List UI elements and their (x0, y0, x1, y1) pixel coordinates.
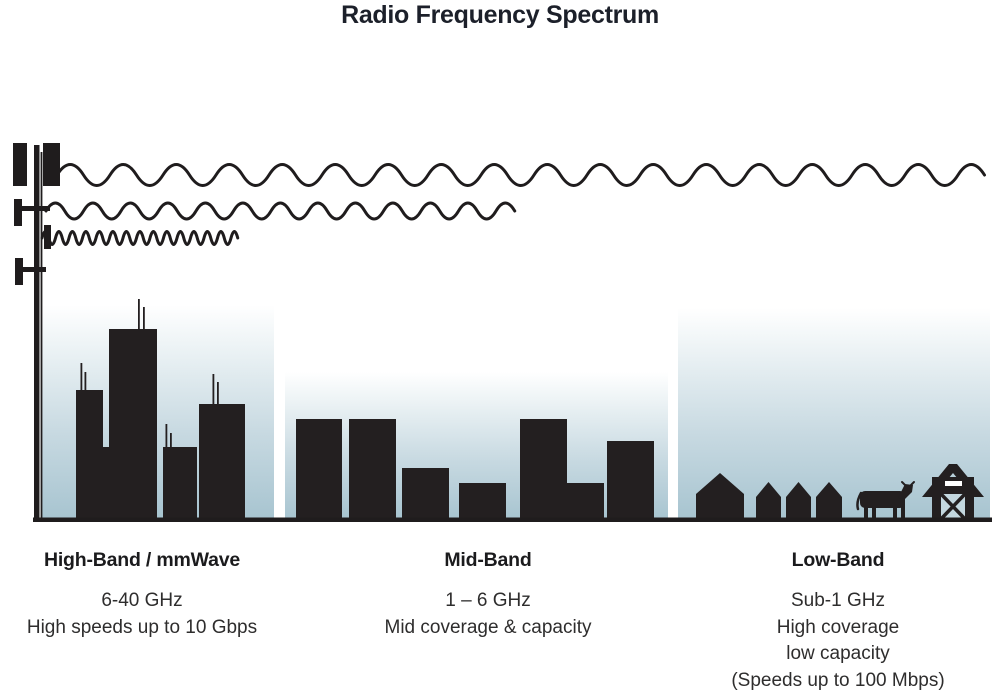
radio-waves (40, 163, 986, 246)
label-mid-band: Mid-Band 1 – 6 GHz Mid coverage & capaci… (348, 549, 628, 641)
label-low-band: Low-Band Sub-1 GHz High coverage low cap… (697, 549, 979, 694)
band-name: High-Band / mmWave (43, 549, 241, 571)
ground-line (33, 517, 992, 522)
city-skyscrapers-icon (76, 299, 245, 520)
page-title: Radio Frequency Spectrum (341, 1, 659, 29)
label-high-band: High-Band / mmWave 6-40 GHz High speeds … (0, 549, 284, 641)
band-frequency: Sub-1 GHz (791, 590, 885, 611)
high-frequency-wave (40, 230, 240, 246)
low-frequency-wave (55, 163, 986, 187)
band-name: Mid-Band (444, 549, 532, 571)
band-frequency: 1 – 6 GHz (445, 590, 531, 611)
barn-icon (922, 464, 984, 522)
cow-icon (856, 481, 915, 519)
mid-rise-buildings-icon (296, 419, 654, 520)
cell-tower-icon (13, 143, 60, 520)
rural-farm-icon (696, 464, 984, 522)
band-description: low capacity (786, 643, 890, 664)
mid-frequency-wave (44, 201, 517, 221)
band-name: Low-Band (791, 549, 885, 571)
band-description: High coverage (776, 616, 900, 638)
spectrum-diagram (13, 143, 992, 522)
suburb-houses-icon (696, 473, 842, 520)
band-description: (Speeds up to 100 Mbps) (731, 669, 945, 691)
band-description: Mid coverage & capacity (384, 616, 592, 638)
band-description: High speeds up to 10 Gbps (26, 616, 258, 638)
band-frequency: 6-40 GHz (101, 590, 183, 611)
